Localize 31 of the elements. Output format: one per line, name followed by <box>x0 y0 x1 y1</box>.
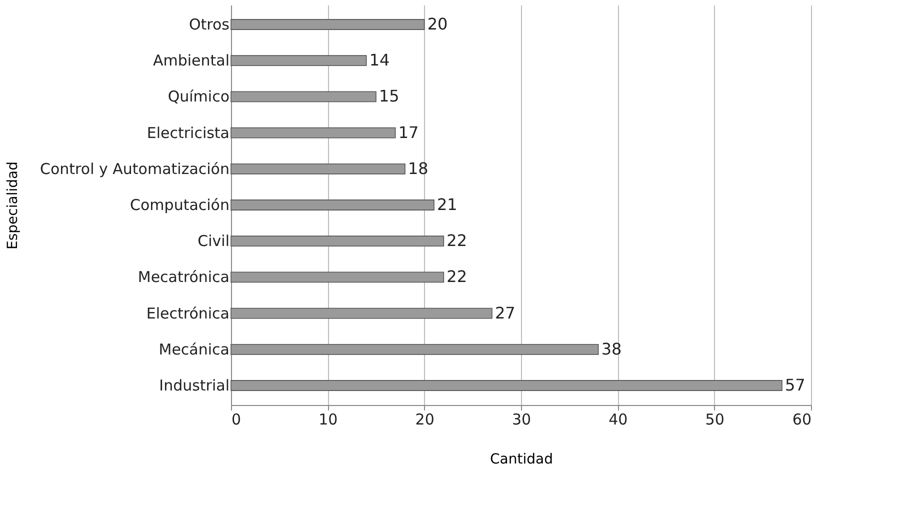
y-tick-label: Industrial <box>159 376 230 395</box>
data-label: 20 <box>427 14 448 34</box>
data-label: 38 <box>601 339 622 358</box>
x-tick-label: 10 <box>318 410 338 428</box>
data-label: 17 <box>398 122 419 142</box>
x-tick-label: 30 <box>512 410 532 428</box>
y-tick-label: Computación <box>130 196 230 214</box>
y-tick-label: Químico <box>168 88 230 106</box>
x-tick-label: 50 <box>705 410 724 428</box>
data-label: 21 <box>437 195 458 214</box>
y-axis-title: Especialidad <box>5 162 22 250</box>
y-tick-label: Mecánica <box>158 340 230 358</box>
y-tick-label: Otros <box>188 15 230 34</box>
x-tick-label: 40 <box>608 410 628 428</box>
y-tick-label: Electrónica <box>146 304 230 322</box>
data-label: 18 <box>408 158 428 178</box>
x-tick-label: 0 <box>232 410 242 428</box>
x-tick-label: 20 <box>415 410 434 428</box>
data-label: 57 <box>785 376 806 395</box>
y-tick-label: Control y Automatización <box>40 160 230 178</box>
data-label: 22 <box>446 231 468 250</box>
data-label: 14 <box>369 50 390 70</box>
x-tick-label: 60 <box>792 410 812 428</box>
y-tick-label: Civil <box>198 232 230 250</box>
data-label: 15 <box>379 86 400 106</box>
data-label: 22 <box>446 267 468 286</box>
y-tick-label: Mecatrónica <box>138 268 230 286</box>
x-axis-title: Cantidad <box>490 452 553 468</box>
y-tick-label: Electricista <box>146 124 230 142</box>
data-label: 27 <box>495 303 516 322</box>
y-tick-label: Ambiental <box>152 52 230 70</box>
